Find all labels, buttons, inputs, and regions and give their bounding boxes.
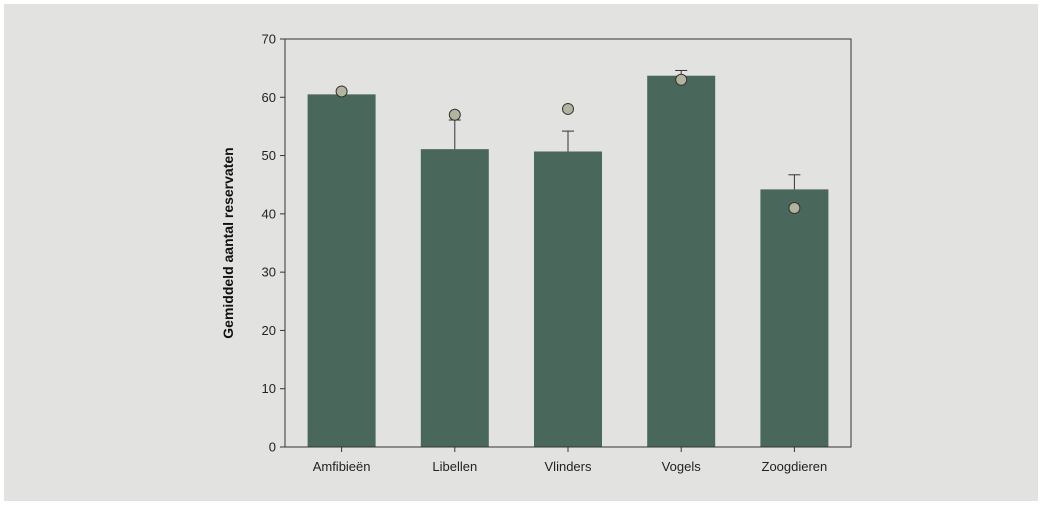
- y-tick-label: 30: [262, 265, 276, 280]
- y-tick-label: 20: [262, 323, 276, 338]
- bar: [534, 151, 602, 447]
- y-axis-title: Gemiddeld aantal reservaten: [220, 147, 236, 338]
- marker-point: [562, 102, 574, 115]
- markers: [335, 73, 801, 215]
- bar: [647, 75, 716, 447]
- marker-point: [448, 108, 461, 121]
- x-tick-label: Amfibieën: [313, 459, 371, 474]
- bar: [760, 189, 829, 447]
- bar: [420, 149, 489, 447]
- y-tick-label: 50: [262, 148, 276, 163]
- x-tick-label: Zoogdieren: [762, 459, 828, 474]
- y-tick-label: 10: [262, 381, 276, 396]
- marker-point: [335, 85, 348, 98]
- y-axis-ticks: 0 10 20 30 40 50 60 70: [262, 32, 285, 455]
- bar: [307, 94, 376, 447]
- x-tick-label: Libellen: [432, 459, 477, 474]
- y-tick-label: 40: [262, 206, 276, 221]
- bars: [307, 75, 829, 447]
- error-bars: [448, 69, 801, 190]
- x-tick-label: Vlinders: [545, 459, 592, 474]
- chart-panel: [4, 4, 1038, 501]
- y-tick-label: 70: [262, 32, 276, 47]
- plot-frame: [284, 38, 852, 448]
- y-tick-label: 0: [269, 440, 276, 455]
- x-tick-label: Vogels: [662, 459, 702, 474]
- marker-point: [788, 202, 801, 215]
- marker-point: [675, 73, 688, 86]
- y-tick-label: 60: [262, 90, 276, 105]
- x-axis-ticks: Amfibieën Libellen Vlinders Vogels Zoogdiere…: [313, 447, 828, 474]
